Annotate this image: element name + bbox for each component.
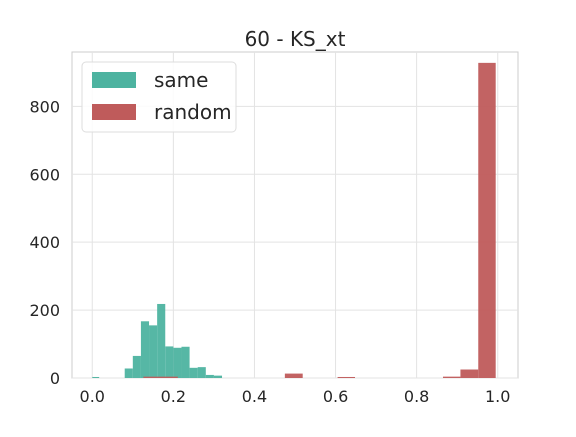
x-axis-ticks: 0.0 0.2 0.4 0.6 0.8 1.0 — [80, 387, 511, 406]
bar-same — [181, 346, 190, 378]
bar-same — [140, 321, 150, 378]
y-tick-label: 800 — [29, 97, 60, 116]
bar-random — [478, 62, 496, 378]
bar-same — [213, 375, 223, 378]
bar-same — [149, 325, 158, 378]
x-tick-label: 1.0 — [485, 387, 510, 406]
bar-same — [189, 367, 198, 378]
bar-random — [337, 376, 356, 378]
bar-same — [124, 368, 133, 378]
bar-same — [205, 374, 214, 378]
legend-swatch-random — [92, 104, 136, 120]
legend-swatch-same — [92, 72, 136, 88]
bar-random — [143, 376, 178, 378]
bar-same — [173, 347, 182, 378]
bars — [92, 62, 496, 378]
bar-same — [165, 346, 174, 378]
x-tick-label: 0.2 — [161, 387, 186, 406]
bar-same — [92, 376, 100, 378]
bar-same — [132, 355, 141, 378]
bar-same — [197, 367, 206, 378]
bar-random — [442, 376, 461, 378]
y-tick-label: 200 — [29, 301, 60, 320]
bar-random — [460, 369, 479, 378]
x-tick-label: 0.0 — [80, 387, 105, 406]
bar-same — [157, 303, 166, 378]
legend: same random — [81, 61, 237, 133]
legend-label-random: random — [154, 100, 232, 124]
y-tick-label: 400 — [29, 233, 60, 252]
bar-random — [284, 373, 303, 378]
y-tick-label: 600 — [29, 165, 60, 184]
chart-title: 60 - KS_xt — [245, 27, 346, 51]
legend-label-same: same — [154, 68, 208, 92]
y-axis-ticks: 0 200 400 600 800 — [29, 97, 60, 388]
x-tick-label: 0.8 — [404, 387, 429, 406]
x-tick-label: 0.6 — [323, 387, 348, 406]
x-tick-label: 0.4 — [242, 387, 267, 406]
y-tick-label: 0 — [50, 369, 60, 388]
